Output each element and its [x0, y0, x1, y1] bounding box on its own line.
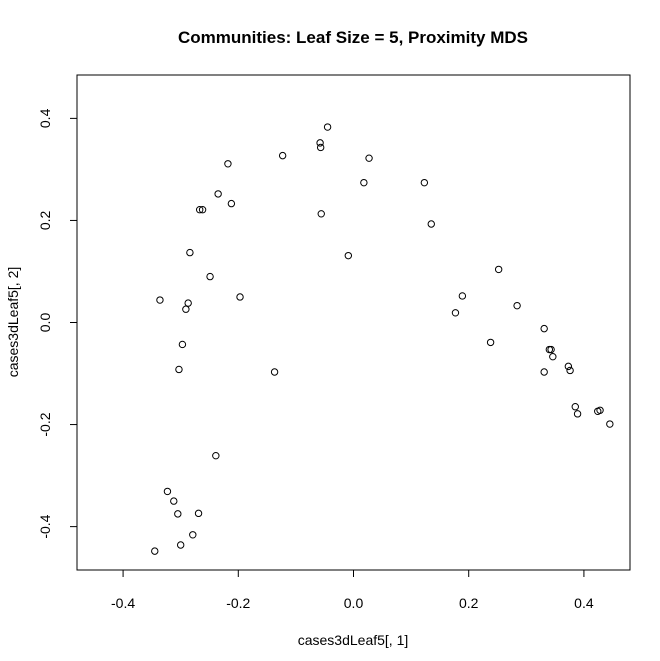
data-point: [156, 296, 164, 304]
data-point: [212, 451, 220, 460]
data-point: [540, 368, 548, 376]
data-point: [365, 154, 373, 162]
data-point: [494, 265, 503, 274]
x-tick-label: -0.4: [111, 595, 135, 611]
data-point: [564, 362, 573, 371]
data-point: [571, 403, 579, 411]
data-point: [547, 345, 555, 354]
data-point: [194, 509, 203, 518]
data-point: [174, 510, 182, 518]
data-point: [270, 368, 279, 376]
x-tick-label: 0.0: [344, 595, 364, 611]
y-tick-label: -0.2: [37, 412, 53, 436]
data-point: [189, 531, 197, 539]
data-point: [176, 541, 185, 549]
chart-title: Communities: Leaf Size = 5, Proximity MD…: [178, 28, 528, 47]
data-point: [316, 143, 325, 152]
data-point: [317, 210, 325, 218]
plot-frame: [76, 74, 631, 571]
data-point: [566, 366, 574, 375]
data-point: [224, 160, 232, 168]
data-point: [278, 151, 287, 160]
data-point: [236, 293, 244, 301]
data-point: [316, 139, 324, 147]
data-point: [451, 309, 460, 317]
y-tick-label: -0.4: [37, 514, 53, 538]
data-point: [573, 410, 582, 418]
data-point: [186, 248, 194, 257]
x-tick-label: -0.2: [226, 595, 250, 611]
data-point: [486, 338, 495, 347]
data-point: [198, 206, 207, 214]
data-point: [549, 352, 557, 361]
x-axis: -0.4 -0.2 0.0 0.2 0.4: [111, 569, 594, 611]
x-tick-label: 0.4: [574, 595, 594, 611]
data-point: [420, 178, 429, 187]
y-tick-label: 0.2: [37, 210, 53, 230]
data-point: [195, 206, 204, 214]
data-point: [214, 190, 222, 198]
data-point: [227, 199, 236, 208]
data-point: [151, 547, 159, 555]
data-point: [458, 292, 467, 300]
x-axis-label: cases3dLeaf5[, 1]: [298, 632, 409, 648]
data-point: [360, 178, 368, 187]
data-points: [151, 123, 614, 555]
data-point: [206, 272, 214, 281]
data-point: [427, 220, 435, 228]
data-point: [323, 123, 332, 131]
data-point: [175, 365, 183, 374]
y-tick-label: 0.4: [37, 108, 53, 128]
y-axis: -0.4 -0.2 0.0 0.2 0.4: [37, 108, 78, 539]
y-tick-label: 0.0: [37, 313, 53, 333]
data-point: [182, 305, 190, 313]
data-point: [540, 324, 548, 333]
data-point: [344, 251, 353, 260]
data-point: [178, 340, 187, 349]
data-point: [163, 487, 172, 496]
data-point: [596, 406, 604, 414]
data-point: [170, 497, 178, 505]
x-tick-label: 0.2: [459, 595, 479, 611]
data-point: [513, 301, 521, 310]
y-axis-label: cases3dLeaf5[, 2]: [5, 267, 21, 378]
data-point: [606, 420, 614, 428]
data-point: [184, 299, 192, 307]
